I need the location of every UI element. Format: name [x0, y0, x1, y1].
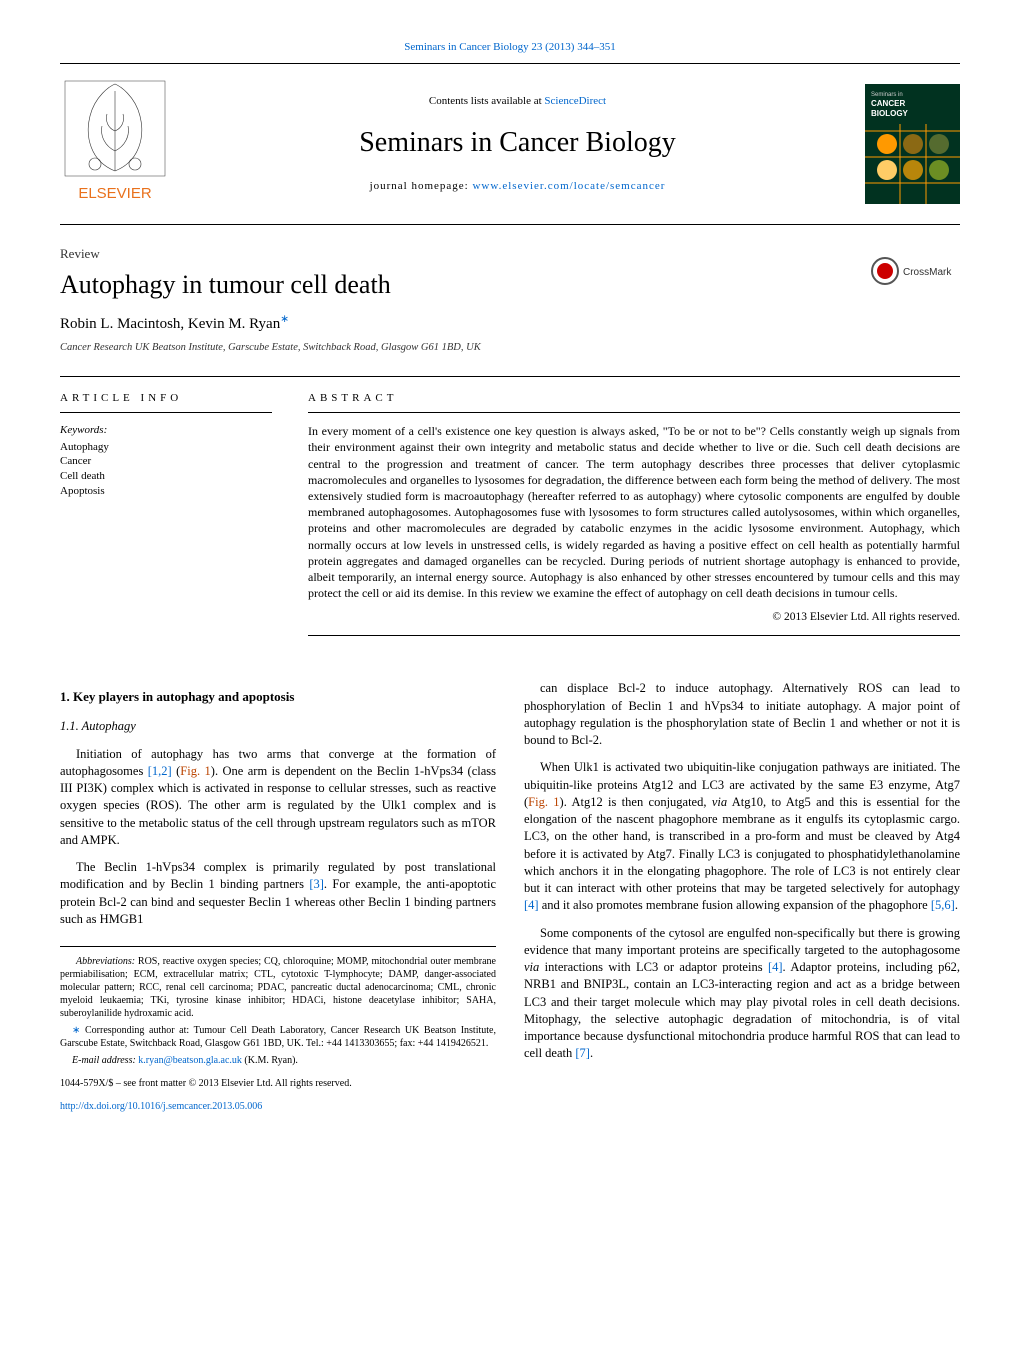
keywords-label: Keywords: — [60, 423, 272, 438]
homepage-label: journal homepage: — [370, 180, 473, 192]
corresponding-author-footnote: ∗ Corresponding author at: Tumour Cell D… — [60, 1024, 496, 1050]
figure-link[interactable]: Fig. 1 — [180, 764, 210, 778]
citation-link[interactable]: [4] — [524, 898, 539, 912]
header-center: Contents lists available at ScienceDirec… — [170, 94, 865, 194]
svg-text:CANCER: CANCER — [871, 99, 905, 108]
keyword: Cell death — [60, 469, 272, 484]
contents-prefix: Contents lists available at — [429, 95, 544, 107]
svg-text:BIOLOGY: BIOLOGY — [871, 109, 909, 118]
abbreviations-footnote: Abbreviations: ROS, reactive oxygen spec… — [60, 955, 496, 1020]
citation-link[interactable]: [7] — [575, 1046, 590, 1060]
journal-homepage: journal homepage: www.elsevier.com/locat… — [170, 179, 865, 194]
article-info-head: ARTICLE INFO — [60, 391, 272, 413]
section-heading-1: 1. Key players in autophagy and apoptosi… — [60, 688, 496, 706]
corresponding-author-link[interactable]: ∗ — [280, 314, 289, 325]
svg-text:Seminars in: Seminars in — [871, 92, 903, 98]
journal-reference: Seminars in Cancer Biology 23 (2013) 344… — [60, 40, 960, 55]
body-paragraph: The Beclin 1-hVps34 complex is primarily… — [60, 859, 496, 928]
keyword: Autophagy — [60, 440, 272, 455]
abstract-copyright: © 2013 Elsevier Ltd. All rights reserved… — [308, 609, 960, 625]
journal-header: ELSEVIER Contents lists available at Sci… — [60, 63, 960, 224]
body-paragraph: When Ulk1 is activated two ubiquitin-lik… — [524, 759, 960, 914]
crossmark-badge[interactable]: CrossMark — [870, 251, 960, 291]
article-body: 1. Key players in autophagy and apoptosi… — [60, 680, 960, 1113]
body-paragraph: Initiation of autophagy has two arms tha… — [60, 746, 496, 850]
authors: Robin L. Macintosh, Kevin M. Ryan∗ — [60, 313, 481, 335]
info-abstract-row: ARTICLE INFO Keywords: Autophagy Cancer … — [60, 376, 960, 651]
author-names: Robin L. Macintosh, Kevin M. Ryan — [60, 316, 280, 332]
email-footnote: E-mail address: k.ryan@beatson.gla.ac.uk… — [60, 1054, 496, 1067]
contents-available: Contents lists available at ScienceDirec… — [170, 94, 865, 109]
journal-reference-link[interactable]: Seminars in Cancer Biology 23 (2013) 344… — [404, 41, 615, 53]
citation-link[interactable]: [5,6] — [931, 898, 955, 912]
keyword: Cancer — [60, 454, 272, 469]
homepage-link[interactable]: www.elsevier.com/locate/semcancer — [472, 180, 665, 192]
abstract-head: ABSTRACT — [308, 391, 960, 413]
citation-link[interactable]: [4] — [768, 960, 783, 974]
article-info-column: ARTICLE INFO Keywords: Autophagy Cancer … — [60, 377, 290, 651]
abstract-text: In every moment of a cell's existence on… — [308, 423, 960, 601]
footnotes: Abbreviations: ROS, reactive oxygen spec… — [60, 946, 496, 1113]
citation-link[interactable]: [1,2] — [148, 764, 172, 778]
abstract-column: ABSTRACT In every moment of a cell's exi… — [290, 377, 960, 651]
citation-link[interactable]: [3] — [309, 877, 324, 891]
sciencedirect-link[interactable]: ScienceDirect — [544, 95, 606, 107]
journal-title: Seminars in Cancer Biology — [170, 123, 865, 162]
subsection-heading-1-1: 1.1. Autophagy — [60, 718, 496, 735]
front-matter-line: 1044-579X/$ – see front matter © 2013 El… — [60, 1077, 496, 1090]
doi-link[interactable]: http://dx.doi.org/10.1016/j.semcancer.20… — [60, 1101, 262, 1112]
body-paragraph: Some components of the cytosol are engul… — [524, 925, 960, 1063]
article-title: Autophagy in tumour cell death — [60, 267, 481, 303]
keyword: Apoptosis — [60, 484, 272, 499]
body-paragraph: can displace Bcl-2 to induce autophagy. … — [524, 680, 960, 749]
email-link[interactable]: k.ryan@beatson.gla.ac.uk — [138, 1055, 242, 1066]
svg-text:ELSEVIER: ELSEVIER — [78, 185, 152, 202]
article-type-label: Review — [60, 245, 481, 263]
svg-text:CrossMark: CrossMark — [903, 267, 952, 278]
journal-cover-thumbnail: Seminars in CANCER BIOLOGY — [865, 84, 960, 204]
elsevier-logo: ELSEVIER — [60, 76, 170, 211]
affiliation: Cancer Research UK Beatson Institute, Ga… — [60, 341, 481, 356]
figure-link[interactable]: Fig. 1 — [528, 795, 559, 809]
